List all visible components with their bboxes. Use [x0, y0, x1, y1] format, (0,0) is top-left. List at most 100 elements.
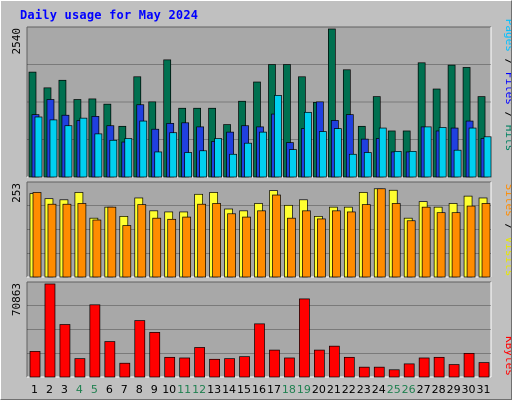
sites-bar — [47, 203, 57, 278]
sites-bar — [346, 211, 356, 278]
kbytes-bar — [194, 347, 205, 378]
kbytes-bar — [89, 304, 101, 378]
day-label: 17 — [267, 383, 281, 396]
pages-bar — [348, 153, 357, 178]
y-max-label: 70863 — [10, 283, 23, 316]
sites-bar — [436, 212, 446, 278]
sites-bar — [466, 205, 476, 278]
day-label: 4 — [76, 383, 83, 396]
pages-bar — [319, 131, 327, 178]
pages-bar — [304, 111, 312, 178]
sites-bar — [332, 210, 341, 278]
day-label: 15 — [237, 383, 251, 396]
sites-bar — [257, 210, 266, 278]
pages-bar — [229, 153, 237, 178]
pages-bar — [453, 149, 462, 178]
kbytes-bar — [59, 324, 71, 378]
sites-bar — [376, 188, 386, 278]
kbytes-bar — [343, 356, 355, 378]
day-label: 16 — [252, 383, 266, 396]
kbytes-bar — [104, 341, 116, 378]
sites-bar — [167, 218, 177, 278]
sites-bar — [182, 216, 192, 278]
day-label: 3 — [61, 383, 68, 396]
kbytes-bar — [239, 356, 250, 378]
sites-bar — [212, 203, 221, 278]
pages-bar — [408, 151, 417, 178]
sites-bar — [227, 213, 236, 278]
day-label: 23 — [357, 383, 371, 396]
sites-bar — [77, 203, 87, 278]
legend-top-part: Hits — [503, 125, 511, 152]
pages-bar — [214, 138, 222, 178]
legend-top-part: / — [503, 52, 511, 72]
day-label: 6 — [106, 383, 113, 396]
kbytes-bar — [388, 369, 400, 378]
sites-bar — [302, 210, 311, 278]
pages-bar — [64, 125, 73, 178]
pages-bar — [423, 126, 432, 178]
pages-bar — [34, 116, 43, 178]
sites-bar — [152, 217, 162, 278]
legend-top-part: Files — [503, 72, 511, 105]
kbytes-bar — [269, 349, 280, 378]
chart-title: Daily usage for May 2024 — [20, 8, 199, 22]
day-label: 2 — [46, 383, 53, 396]
day-label: 1 — [31, 383, 38, 396]
pages-bar — [94, 133, 103, 178]
day-label: 28 — [432, 383, 446, 396]
sites-bar — [421, 206, 431, 278]
legend-top: Pages / Files / Hits — [503, 19, 511, 152]
pages-bar — [169, 132, 178, 178]
day-label: 22 — [342, 383, 356, 396]
kbytes-bar — [284, 357, 295, 378]
pages-bar — [468, 127, 477, 178]
kbytes-bar — [373, 366, 385, 378]
sites-bar — [406, 220, 416, 278]
day-label: 21 — [327, 383, 341, 396]
kbytes-bar — [314, 349, 325, 378]
kbytes-bar — [44, 283, 56, 378]
sites-bar — [451, 212, 461, 278]
pages-bar — [393, 151, 402, 178]
pages-bar — [438, 127, 447, 178]
kbytes-bar — [358, 366, 370, 378]
day-label: 26 — [402, 383, 416, 396]
legend-mid-part: / — [503, 217, 511, 237]
legend-mid: Sites / Visits — [503, 184, 511, 277]
day-label: 7 — [121, 383, 128, 396]
pages-bar — [154, 151, 163, 178]
day-label: 10 — [162, 383, 176, 396]
day-label: 31 — [477, 383, 491, 396]
day-label: 8 — [136, 383, 143, 396]
pages-bar — [244, 142, 252, 178]
pages-bar — [274, 95, 282, 178]
kbytes-bar — [448, 364, 460, 378]
sites-bar — [242, 216, 251, 278]
kbytes-bar — [299, 298, 310, 378]
kbytes-bar — [149, 332, 161, 378]
legend-bottom-part: KBytes — [503, 336, 511, 376]
sites-bar — [317, 218, 326, 278]
pages-bar — [363, 152, 372, 178]
pages-bar — [289, 149, 297, 178]
day-label: 24 — [372, 383, 386, 396]
pages-bar — [139, 120, 148, 178]
kbytes-bar — [254, 323, 265, 378]
pages-bar — [334, 128, 342, 178]
day-label: 9 — [151, 383, 158, 396]
day-label: 29 — [447, 383, 461, 396]
y-max-label: 253 — [10, 183, 23, 203]
pages-bar — [49, 119, 58, 178]
sites-bar — [197, 203, 206, 278]
pages-bar — [483, 136, 492, 178]
kbytes-bar — [418, 357, 430, 378]
kbytes-bar — [29, 351, 41, 378]
pages-bar — [184, 152, 193, 178]
pages-bar — [259, 131, 267, 178]
sites-bar — [107, 206, 117, 278]
kbytes-bar — [209, 358, 220, 378]
pages-bar — [124, 138, 133, 178]
